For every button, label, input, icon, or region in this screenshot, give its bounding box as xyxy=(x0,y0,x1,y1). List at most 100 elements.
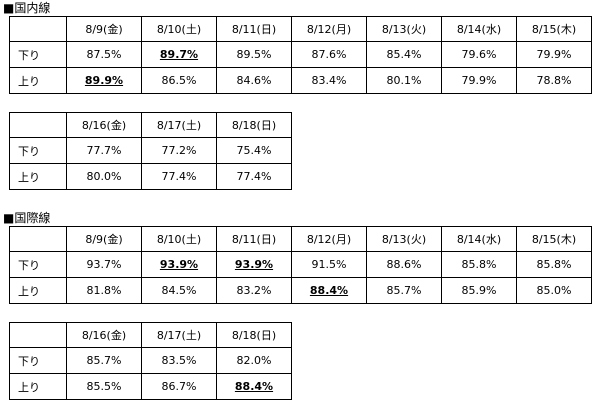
date-header: 8/17(土) xyxy=(141,112,217,138)
rate-cell: 89.9% xyxy=(66,67,142,94)
date-header: 8/16(金) xyxy=(66,112,142,138)
direction-label: 下り xyxy=(9,251,67,278)
rate-cell: 85.9% xyxy=(441,277,517,304)
header-row: 8/9(金) 8/10(土) 8/11(日) 8/12(月) 8/13(火) 8/14(水… xyxy=(9,226,592,252)
date-header: 8/15(木) xyxy=(516,16,592,42)
domestic-table-1: 8/9(金) 8/10(土) 8/11(日) 8/12(月) 8/13(火) 8/14(水… xyxy=(9,16,592,94)
rate-value: 82.0% xyxy=(236,354,272,367)
rate-value: 86.7% xyxy=(161,380,197,393)
domestic-table-2: 8/16(金) 8/17(土) 8/18(日) 下り 77.7% 77.2% 75.4% 上り… xyxy=(9,112,292,190)
rate-cell: 85.0% xyxy=(516,277,592,304)
direction-label: 上り xyxy=(9,67,67,94)
rate-cell: 85.4% xyxy=(366,41,442,68)
rate-value: 81.8% xyxy=(86,284,122,297)
rate-value: 83.4% xyxy=(311,74,347,87)
rate-value: 83.5% xyxy=(161,354,197,367)
table-row: 下り 93.7% 93.9% 93.9% 91.5% 88.6% 85.8% 85.8% xyxy=(9,251,592,278)
rate-value: 87.6% xyxy=(311,48,347,61)
rate-cell: 83.2% xyxy=(216,277,292,304)
rate-cell: 87.5% xyxy=(66,41,142,68)
rate-value: 77.7% xyxy=(86,144,122,157)
table-row: 上り 85.5% 86.7% 88.4% xyxy=(9,373,292,400)
rate-cell: 77.4% xyxy=(141,163,217,190)
direction-label: 上り xyxy=(9,277,67,304)
rate-value: 84.5% xyxy=(161,284,197,297)
rate-cell: 86.5% xyxy=(141,67,217,94)
rate-cell: 85.7% xyxy=(366,277,442,304)
rate-value: 79.9% xyxy=(536,48,572,61)
date-header: 8/15(木) xyxy=(516,226,592,252)
rate-value: 80.1% xyxy=(386,74,422,87)
date-header: 8/18(日) xyxy=(216,322,292,348)
rate-value: 86.5% xyxy=(161,74,197,87)
rate-value: 80.0% xyxy=(86,170,122,183)
date-header: 8/13(火) xyxy=(366,226,442,252)
rate-cell: 89.7% xyxy=(141,41,217,68)
rate-value: 93.7% xyxy=(86,258,122,271)
table-row: 下り 85.7% 83.5% 82.0% xyxy=(9,347,292,374)
rate-value: 89.5% xyxy=(236,48,272,61)
date-header: 8/14(水) xyxy=(441,16,517,42)
rate-value: 89.7% xyxy=(159,48,199,61)
header-row: 8/9(金) 8/10(土) 8/11(日) 8/12(月) 8/13(火) 8/14(水… xyxy=(9,16,592,42)
rate-cell: 93.7% xyxy=(66,251,142,278)
rate-cell: 77.2% xyxy=(141,137,217,164)
date-header: 8/16(金) xyxy=(66,322,142,348)
rate-cell: 80.0% xyxy=(66,163,142,190)
direction-label: 上り xyxy=(9,373,67,400)
date-header: 8/11(日) xyxy=(216,16,292,42)
direction-label: 下り xyxy=(9,137,67,164)
rate-cell: 82.0% xyxy=(216,347,292,374)
rate-value: 79.6% xyxy=(461,48,497,61)
rate-cell: 93.9% xyxy=(216,251,292,278)
direction-label: 下り xyxy=(9,41,67,68)
rate-value: 77.2% xyxy=(161,144,197,157)
corner-cell xyxy=(9,16,67,42)
date-header: 8/11(日) xyxy=(216,226,292,252)
date-header: 8/17(土) xyxy=(141,322,217,348)
table-row: 上り 81.8% 84.5% 83.2% 88.4% 85.7% 85.9% 85.0% xyxy=(9,277,592,304)
rate-cell: 93.9% xyxy=(141,251,217,278)
table-row: 上り 89.9% 86.5% 84.6% 83.4% 80.1% 79.9% 78.8% xyxy=(9,67,592,94)
rate-value: 83.2% xyxy=(236,284,272,297)
rate-cell: 77.4% xyxy=(216,163,292,190)
table-row: 上り 80.0% 77.4% 77.4% xyxy=(9,163,292,190)
international-table-2: 8/16(金) 8/17(土) 8/18(日) 下り 85.7% 83.5% 82.0% 上り… xyxy=(9,322,292,400)
rate-value: 87.5% xyxy=(86,48,122,61)
domestic-heading: ■国内線 xyxy=(3,1,51,15)
rate-value: 88.4% xyxy=(234,380,274,393)
rate-cell: 88.6% xyxy=(366,251,442,278)
rate-value: 89.9% xyxy=(84,74,124,87)
rate-cell: 79.9% xyxy=(516,41,592,68)
date-header: 8/9(金) xyxy=(66,226,142,252)
rate-value: 88.4% xyxy=(309,284,349,297)
rate-cell: 88.4% xyxy=(216,373,292,400)
rate-cell: 91.5% xyxy=(291,251,367,278)
direction-label: 下り xyxy=(9,347,67,374)
rate-cell: 80.1% xyxy=(366,67,442,94)
rate-value: 93.9% xyxy=(159,258,199,271)
table-row: 下り 77.7% 77.2% 75.4% xyxy=(9,137,292,164)
date-header: 8/9(金) xyxy=(66,16,142,42)
rate-cell: 84.6% xyxy=(216,67,292,94)
header-row: 8/16(金) 8/17(土) 8/18(日) xyxy=(9,112,292,138)
rate-cell: 77.7% xyxy=(66,137,142,164)
rate-value: 91.5% xyxy=(311,258,347,271)
rate-value: 88.6% xyxy=(386,258,422,271)
rate-cell: 83.4% xyxy=(291,67,367,94)
rate-cell: 85.8% xyxy=(441,251,517,278)
rate-value: 85.8% xyxy=(536,258,572,271)
rate-value: 77.4% xyxy=(236,170,272,183)
date-header: 8/14(水) xyxy=(441,226,517,252)
rate-value: 75.4% xyxy=(236,144,272,157)
rate-value: 85.8% xyxy=(461,258,497,271)
rate-value: 78.8% xyxy=(536,74,572,87)
date-header: 8/12(月) xyxy=(291,16,367,42)
date-header: 8/18(日) xyxy=(216,112,292,138)
direction-label: 上り xyxy=(9,163,67,190)
rate-cell: 85.8% xyxy=(516,251,592,278)
rate-cell: 85.5% xyxy=(66,373,142,400)
international-table-1: 8/9(金) 8/10(土) 8/11(日) 8/12(月) 8/13(火) 8/14(水… xyxy=(9,226,592,304)
rate-value: 85.7% xyxy=(86,354,122,367)
corner-cell xyxy=(9,226,67,252)
